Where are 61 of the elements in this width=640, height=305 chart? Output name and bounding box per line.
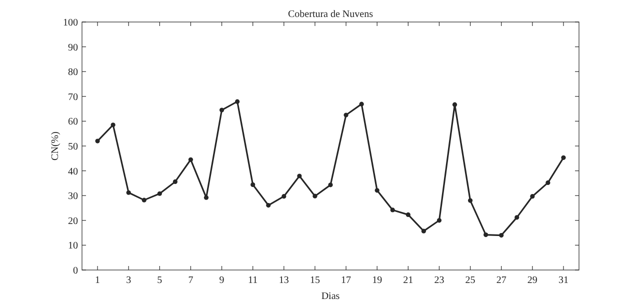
point [484,232,488,238]
x-tick-label: 25 [465,275,476,286]
x-tick-label: 11 [248,275,258,286]
y-tick-label: 30 [68,191,78,202]
x-tick-label: 17 [341,275,352,286]
point [219,108,224,112]
point [157,191,162,196]
point [374,188,380,193]
point [561,155,566,160]
x-axis-title: Dias [321,291,340,302]
x-tick-label: 13 [278,275,289,286]
point [452,102,458,107]
point [250,182,256,187]
point [110,122,116,128]
point [499,232,504,238]
point [514,215,520,220]
point [359,102,364,106]
point [266,202,271,208]
y-tick-label: 10 [68,240,78,252]
x-tick-label: 23 [434,275,444,286]
y-axis-title: CN(%) [50,132,61,160]
y-tick-label: 20 [68,216,78,227]
point [406,212,410,217]
y-tick-label: 70 [68,92,78,103]
point [468,198,473,203]
y-tick-label: 90 [68,42,78,54]
x-tick-label: 19 [372,275,382,286]
y-tick-label: 50 [68,142,78,152]
point [312,194,318,198]
x-tick-label: 1 [95,275,100,286]
y-tick-label: 0 [73,266,78,276]
point [282,194,286,199]
point [297,174,302,178]
point [172,179,178,184]
x-tick-label: 27 [496,275,506,286]
x-tick-label: 5 [157,275,162,286]
y-tick-label: 60 [68,116,78,128]
x-tick-label: 21 [403,275,414,286]
point [390,208,395,212]
x-tick-label: 3 [126,275,132,286]
point [204,195,209,200]
x-tick-label: 9 [219,275,224,286]
point [235,99,240,104]
x-tick-label: 15 [310,275,320,286]
point [126,190,131,195]
y-tick-label: 80 [68,67,78,78]
x-tick-label: 29 [527,275,538,286]
x-tick-label: 31 [558,275,568,286]
point [328,182,333,188]
point [95,138,100,144]
point [530,194,535,199]
point [546,180,550,186]
x-tick-label: 7 [188,275,194,286]
point [142,198,146,202]
chart-title: Cobertura de Nuvens [288,9,374,20]
y-tick-label: 40 [68,166,78,178]
y-tick-label: 100 [63,18,78,28]
point [421,228,426,234]
point [436,218,442,223]
point [188,157,194,162]
point [344,112,348,118]
